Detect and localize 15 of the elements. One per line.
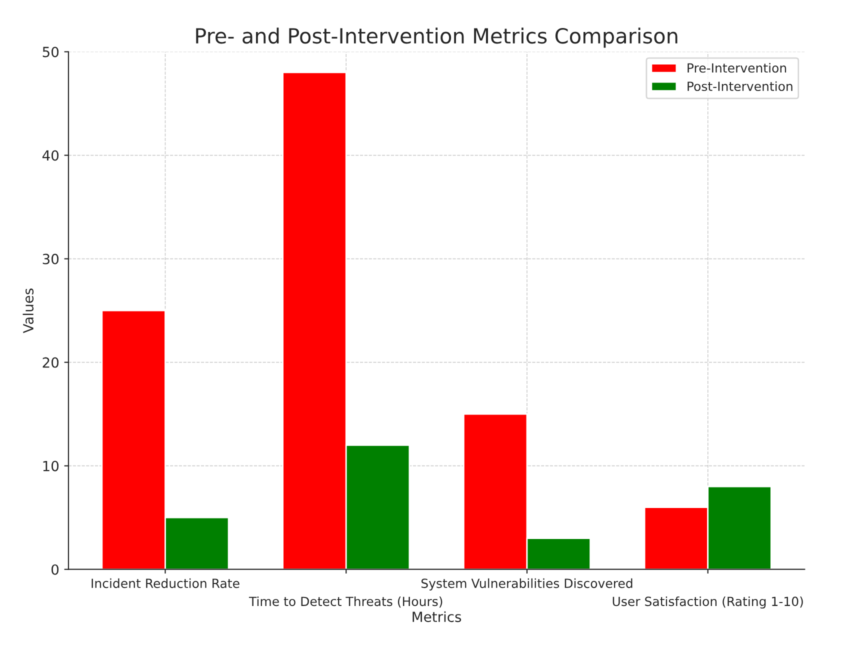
x-tick-label: Incident Reduction Rate xyxy=(92,578,240,588)
y-tick-label: 10 xyxy=(43,460,59,472)
y-tick-label: 40 xyxy=(42,150,59,161)
chart-title: Pre- and Post-Intervention Metrics Comparison xyxy=(196,28,678,48)
x-tick-label: System Vulnerabilities Discovered xyxy=(421,578,632,590)
y-tick-label: 30 xyxy=(42,254,59,264)
legend-label: Pre-Intervention xyxy=(688,63,786,73)
y-axis-title: Values xyxy=(22,288,34,334)
y-tick-label: 20 xyxy=(42,357,59,368)
x-axis-title: Metrics xyxy=(412,611,462,622)
legend-label: Post-Intervention xyxy=(688,81,792,92)
x-tick-label: Time to Detect Threats (Hours) xyxy=(248,596,442,608)
x-tick-label: User Satisfaction (Rating 1-10) xyxy=(612,596,803,609)
y-tick-label: 50 xyxy=(42,46,59,58)
y-tick-label: 0 xyxy=(52,564,59,575)
